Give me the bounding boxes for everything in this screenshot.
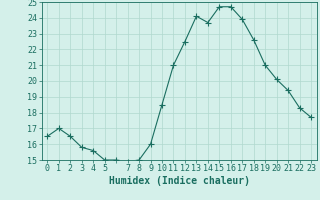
X-axis label: Humidex (Indice chaleur): Humidex (Indice chaleur)	[109, 176, 250, 186]
